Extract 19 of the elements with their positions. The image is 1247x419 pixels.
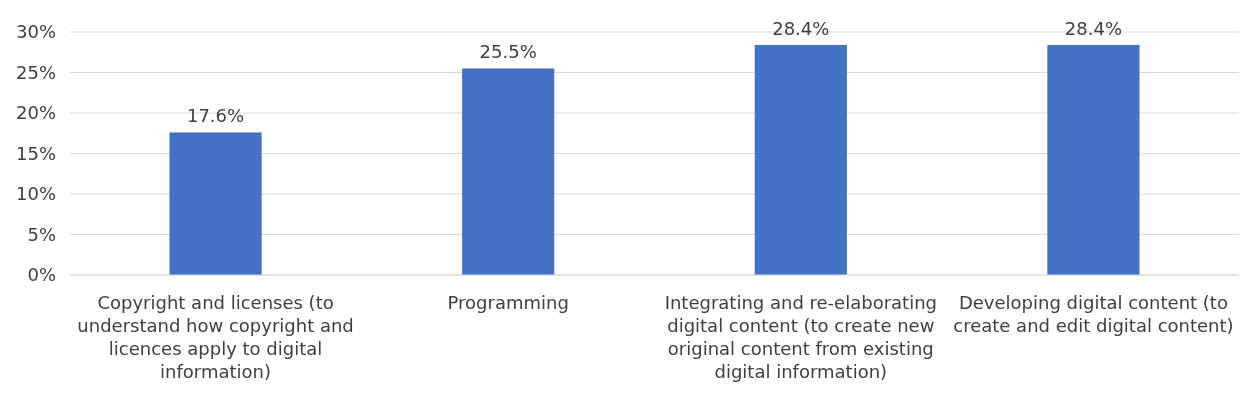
bar [169, 132, 262, 275]
y-tick-label: 15% [15, 142, 56, 164]
y-tick-label: 10% [15, 183, 56, 205]
bar [754, 44, 847, 275]
data-label: 25.5% [479, 41, 537, 63]
y-tick-label: 20% [15, 102, 56, 124]
data-label: 28.4% [772, 17, 830, 39]
x-tick-label: Copyright and licenses (to understand how copyright and licences apply to digital information) [77, 292, 354, 382]
bar [462, 68, 555, 275]
y-tick-label: 30% [15, 21, 56, 43]
x-tick-label: Programming [447, 292, 569, 313]
y-tick-label: 5% [27, 223, 56, 245]
data-label: 17.6% [186, 105, 245, 127]
x-tick-label: Integrating and re-elaborating digital content (to create new original content from existing digital information) [664, 292, 937, 382]
y-tick-label: 0% [27, 264, 56, 286]
y-tick-label: 25% [15, 61, 56, 83]
data-label: 28.4% [1064, 17, 1123, 39]
x-tick-label: Developing digital content (to create and edit digital content) [953, 292, 1234, 336]
bar [1047, 44, 1140, 275]
